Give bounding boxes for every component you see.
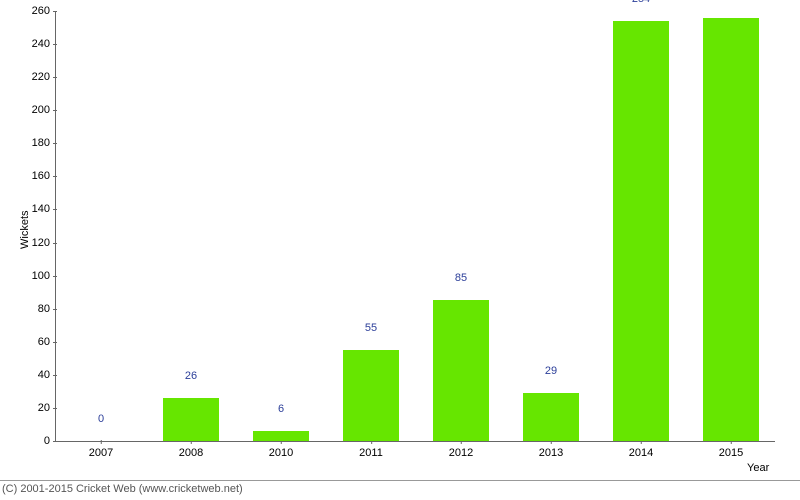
y-tick-label: 120 [32, 237, 56, 249]
y-tick-label: 220 [32, 71, 56, 83]
bar-value-label: 256 [722, 0, 740, 2]
y-tick-label: 0 [44, 435, 56, 447]
bar-value-label: 0 [98, 413, 104, 425]
bar-value-label: 26 [185, 370, 197, 382]
x-tick-label: 2013 [539, 441, 563, 459]
bar-value-label: 6 [278, 403, 284, 415]
x-tick-label: 2008 [179, 441, 203, 459]
bar [433, 300, 489, 441]
y-tick-label: 200 [32, 104, 56, 116]
bar [163, 398, 219, 441]
bar-value-label: 254 [632, 0, 650, 5]
bar-value-label: 55 [365, 322, 377, 334]
y-tick-label: 260 [32, 5, 56, 17]
y-axis-label: Wickets [19, 211, 31, 250]
y-tick-label: 160 [32, 170, 56, 182]
bar [523, 393, 579, 441]
x-tick-label: 2014 [629, 441, 653, 459]
x-axis-label: Year [747, 462, 769, 474]
bar-value-label: 85 [455, 272, 467, 284]
x-tick-label: 2011 [359, 441, 383, 459]
bar [703, 18, 759, 441]
y-tick-label: 20 [38, 402, 56, 414]
copyright-text: (C) 2001-2015 Cricket Web (www.cricketwe… [2, 483, 243, 495]
plot-area: 0204060801001201401601802002202402602007… [55, 12, 775, 442]
x-tick-label: 2015 [719, 441, 743, 459]
footer: (C) 2001-2015 Cricket Web (www.cricketwe… [0, 480, 800, 500]
x-tick-label: 2007 [89, 441, 113, 459]
y-tick-label: 60 [38, 336, 56, 348]
y-tick-label: 80 [38, 303, 56, 315]
bar [613, 21, 669, 441]
bar-value-label: 29 [545, 365, 557, 377]
y-tick-label: 180 [32, 137, 56, 149]
bar [253, 431, 309, 441]
chart-container: 0204060801001201401601802002202402602007… [0, 0, 800, 480]
y-tick-label: 40 [38, 369, 56, 381]
x-tick-label: 2012 [449, 441, 473, 459]
y-tick-label: 100 [32, 270, 56, 282]
bar [343, 350, 399, 441]
x-tick-label: 2010 [269, 441, 293, 459]
y-tick-label: 240 [32, 38, 56, 50]
y-tick-label: 140 [32, 203, 56, 215]
